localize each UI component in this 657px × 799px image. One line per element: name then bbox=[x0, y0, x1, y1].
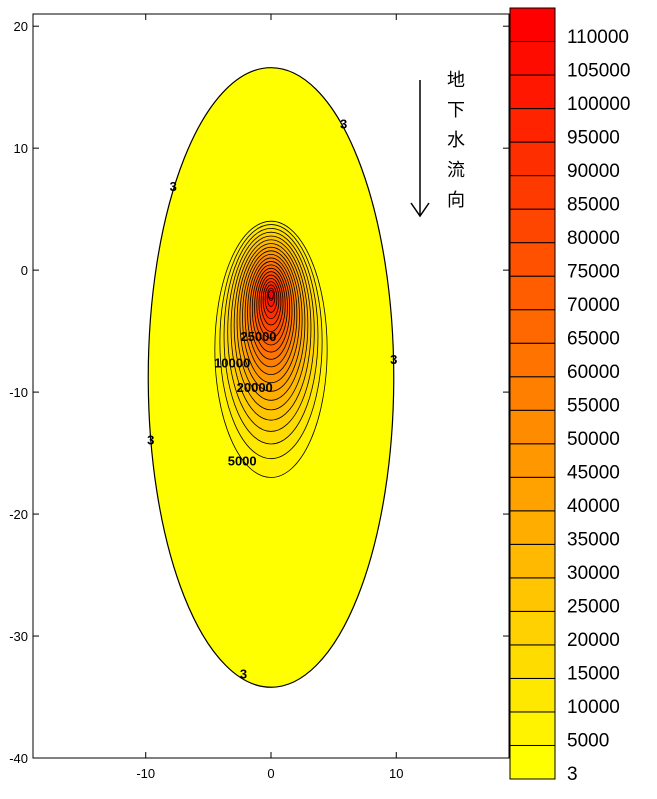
colorbar-segment bbox=[509, 141, 556, 177]
colorbar-label: 50000 bbox=[567, 429, 620, 450]
colorbar-label: 15000 bbox=[567, 664, 620, 685]
y-tick-label: -40 bbox=[9, 751, 28, 766]
colorbar-segment bbox=[509, 309, 556, 344]
colorbar-segment bbox=[509, 108, 556, 143]
y-tick-label: 20 bbox=[14, 19, 28, 34]
colorbar-label: 65000 bbox=[567, 328, 620, 349]
colorbar-segment bbox=[509, 510, 556, 545]
colorbar-label: 60000 bbox=[567, 362, 620, 383]
contour-label: 10000 bbox=[214, 356, 250, 371]
colorbar-label: 110000 bbox=[567, 27, 629, 48]
colorbar-label: 105000 bbox=[567, 60, 630, 81]
colorbar-segment bbox=[509, 74, 556, 110]
colorbar-segment bbox=[509, 543, 556, 579]
y-tick-label: 0 bbox=[21, 263, 28, 278]
colorbar-label: 5000 bbox=[567, 731, 609, 752]
y-tick-label: -20 bbox=[9, 507, 28, 522]
colorbar-segment bbox=[509, 175, 556, 210]
colorbar-label: 80000 bbox=[567, 228, 620, 249]
x-tick-label: 0 bbox=[267, 766, 274, 781]
colorbar-label: 95000 bbox=[567, 127, 620, 148]
colorbar-label: 3 bbox=[567, 764, 578, 785]
colorbar-label: 70000 bbox=[567, 295, 620, 316]
contour-label: 3 bbox=[240, 667, 247, 682]
colorbar-segment bbox=[509, 342, 556, 378]
colorbar-segment bbox=[509, 376, 556, 411]
contour-label: 3 bbox=[340, 117, 347, 132]
down-arrow-icon bbox=[410, 202, 430, 218]
axis-ticks: -10 0 10 20 10 0 -10 -20 -30 -40 bbox=[9, 14, 509, 781]
contour-label: 3 bbox=[390, 352, 397, 367]
colorbar-segment bbox=[509, 744, 556, 780]
colorbar-label: 100000 bbox=[567, 94, 630, 115]
colorbar-label: 85000 bbox=[567, 194, 620, 215]
colorbar-label: 45000 bbox=[567, 463, 620, 484]
colorbar-segment bbox=[509, 677, 556, 713]
plot-area bbox=[147, 67, 395, 688]
colorbar-segment bbox=[509, 644, 556, 679]
colorbar-label: 55000 bbox=[567, 396, 620, 417]
x-tick-label: 10 bbox=[389, 766, 403, 781]
flow-direction-char: 向 bbox=[447, 190, 465, 210]
colorbar-segment bbox=[509, 242, 556, 277]
flow-direction-char: 水 bbox=[447, 130, 465, 150]
colorbar-label: 90000 bbox=[567, 161, 620, 182]
x-tick-label: -10 bbox=[136, 766, 155, 781]
colorbar: 3500010000150002000025000300003500040000… bbox=[509, 7, 630, 785]
y-tick-label: -10 bbox=[9, 385, 28, 400]
colorbar-label: 20000 bbox=[567, 630, 620, 651]
contour-label: 5000 bbox=[228, 453, 257, 468]
colorbar-label: 30000 bbox=[567, 563, 620, 584]
contour-labels: 3 3 3 3 3 5000 10000 20000 25000 bbox=[147, 117, 397, 682]
contour-label: 20000 bbox=[237, 380, 273, 395]
flow-direction-char: 下 bbox=[447, 100, 465, 120]
colorbar-segment bbox=[509, 476, 556, 512]
colorbar-label: 75000 bbox=[567, 261, 620, 282]
flow-direction-char: 流 bbox=[447, 160, 465, 180]
colorbar-segment bbox=[509, 7, 556, 43]
contour-label: 3 bbox=[170, 179, 177, 194]
colorbar-segment bbox=[509, 711, 556, 746]
flow-direction-char: 地 bbox=[447, 70, 465, 90]
colorbar-label: 35000 bbox=[567, 530, 620, 551]
y-tick-label: -30 bbox=[9, 629, 28, 644]
contour-label: 3 bbox=[147, 433, 154, 448]
y-tick-label: 10 bbox=[14, 141, 28, 156]
colorbar-label: 10000 bbox=[567, 697, 620, 718]
colorbar-segment bbox=[509, 41, 556, 76]
colorbar-segment bbox=[509, 577, 556, 612]
colorbar-segment bbox=[509, 409, 556, 445]
colorbar-segment bbox=[509, 208, 556, 244]
colorbar-label: 25000 bbox=[567, 597, 620, 618]
colorbar-label: 40000 bbox=[567, 496, 620, 517]
contour-level-110000 bbox=[268, 290, 274, 299]
colorbar-segment bbox=[509, 275, 556, 311]
contour-label: 25000 bbox=[240, 329, 276, 344]
colorbar-segment bbox=[509, 443, 556, 478]
colorbar-segment bbox=[509, 610, 556, 646]
